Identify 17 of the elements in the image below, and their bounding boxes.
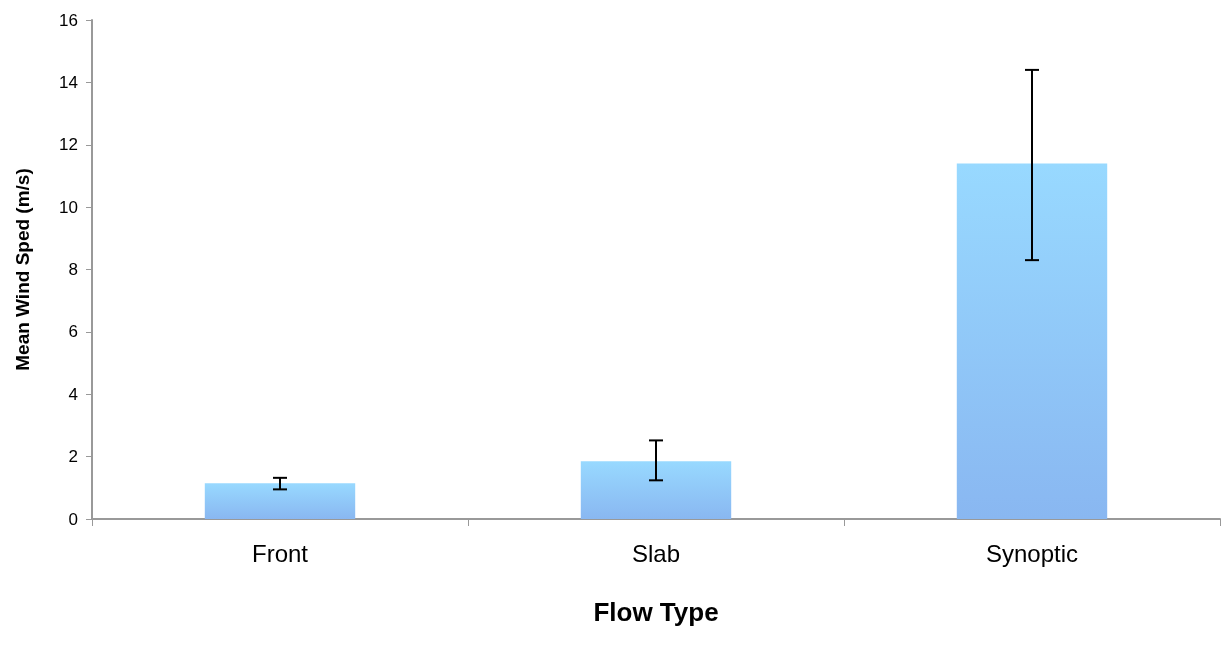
y-tick-label: 16 [59, 10, 78, 30]
y-tick-label: 6 [68, 322, 78, 342]
x-axis-title: Flow Type [593, 597, 719, 627]
x-tick-label: Slab [631, 539, 681, 567]
y-tick-label: 4 [68, 384, 78, 404]
y-tick-label: 2 [68, 447, 78, 467]
bar [580, 461, 732, 519]
y-tick-label: 10 [59, 197, 78, 217]
y-tick-label: 0 [68, 509, 78, 529]
y-tick-label: 12 [59, 135, 78, 155]
y-axis-title: Mean Wind Sped (m/s) [12, 168, 33, 371]
y-tick-label: 8 [68, 260, 78, 279]
y-tick-label: 14 [59, 72, 78, 92]
bar [204, 483, 356, 519]
x-tick-label: Front [251, 539, 309, 567]
bar [956, 163, 1108, 519]
x-tick-label: Synoptic [985, 539, 1079, 567]
